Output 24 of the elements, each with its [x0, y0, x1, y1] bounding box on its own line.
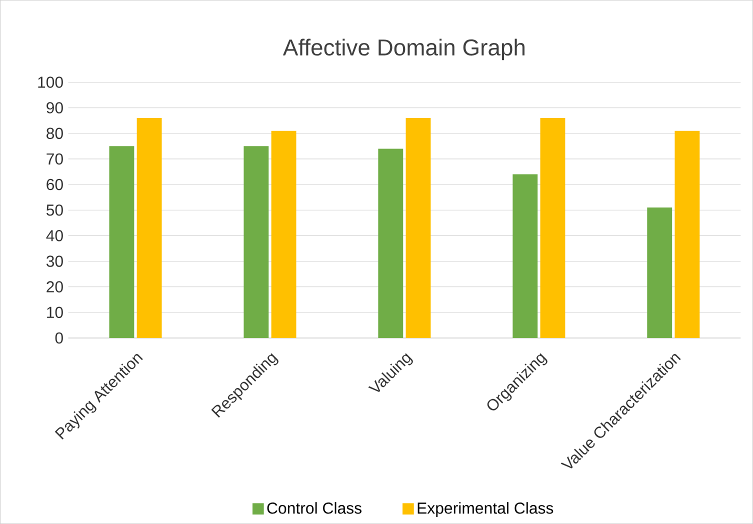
y-tick-label: 40	[46, 230, 63, 242]
chart-title: Affective Domain Graph	[282, 38, 524, 60]
y-tick-label: 70	[46, 153, 63, 165]
y-tick-label: 10	[47, 306, 63, 318]
bar	[136, 118, 162, 338]
y-tick-label: 80	[46, 128, 63, 139]
bar	[271, 130, 296, 338]
y-tick-label: 100	[38, 76, 63, 88]
y-tick-label: 20	[46, 281, 63, 292]
y-tick-label: 50	[46, 204, 63, 216]
y-tick-label: 0	[55, 332, 63, 344]
y-tick-label: 30	[46, 256, 63, 267]
bar	[244, 146, 269, 338]
legend-label: Experimental Class	[418, 502, 554, 517]
bar	[674, 130, 700, 338]
bar	[647, 208, 672, 338]
legend-label: Control Class	[267, 502, 362, 514]
bar	[378, 148, 404, 338]
bar	[406, 118, 431, 338]
bar	[512, 174, 538, 338]
bar	[109, 146, 134, 338]
bar	[540, 118, 566, 338]
y-tick-label: 60	[46, 178, 63, 190]
y-tick-label: 90	[46, 102, 63, 114]
